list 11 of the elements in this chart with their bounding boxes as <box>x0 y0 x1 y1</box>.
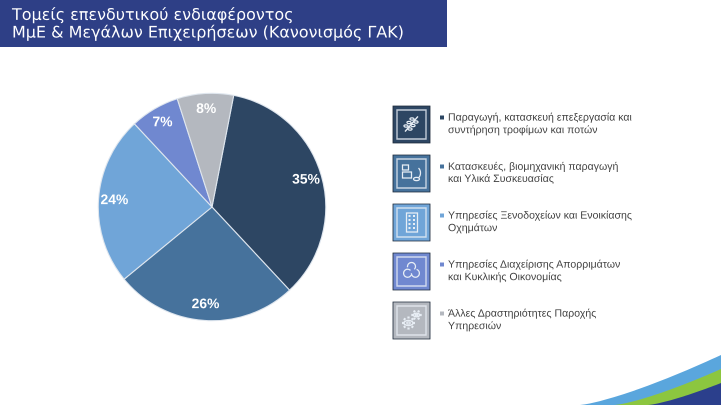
data-label: 26% <box>192 298 220 308</box>
legend-label: Παραγωγή, κατασκευή επεξεργασία και συντήρηση τροφίμων και ποτών <box>448 112 632 136</box>
data-label: 24% <box>100 194 128 204</box>
data-label: 7% <box>153 116 172 126</box>
legend-label: Άλλες Δραστηριότητες Παροχής Υπηρεσιών <box>448 308 596 332</box>
legend-label: Κατασκευές, βιομηχανική παραγωγή και Υλικά Συσκευασίας <box>448 162 618 184</box>
data-label: 35% <box>292 174 320 184</box>
chart-title: Τομείς επενδυτικού ενδιαφέροντος ΜμΕ & Μεγάλων Επιχειρήσεων (Κανονισμός ΓΑΚ) <box>12 7 403 41</box>
data-label: 8% <box>196 103 216 114</box>
legend-label: Υπηρεσίες Ξενοδοχείων και Ενοικίασης Οχημάτων <box>448 210 632 234</box>
legend-label: Υπηρεσίες Διαχείρισης Απορριμάτων και Κυκλικής Οικονομίας <box>448 260 620 282</box>
